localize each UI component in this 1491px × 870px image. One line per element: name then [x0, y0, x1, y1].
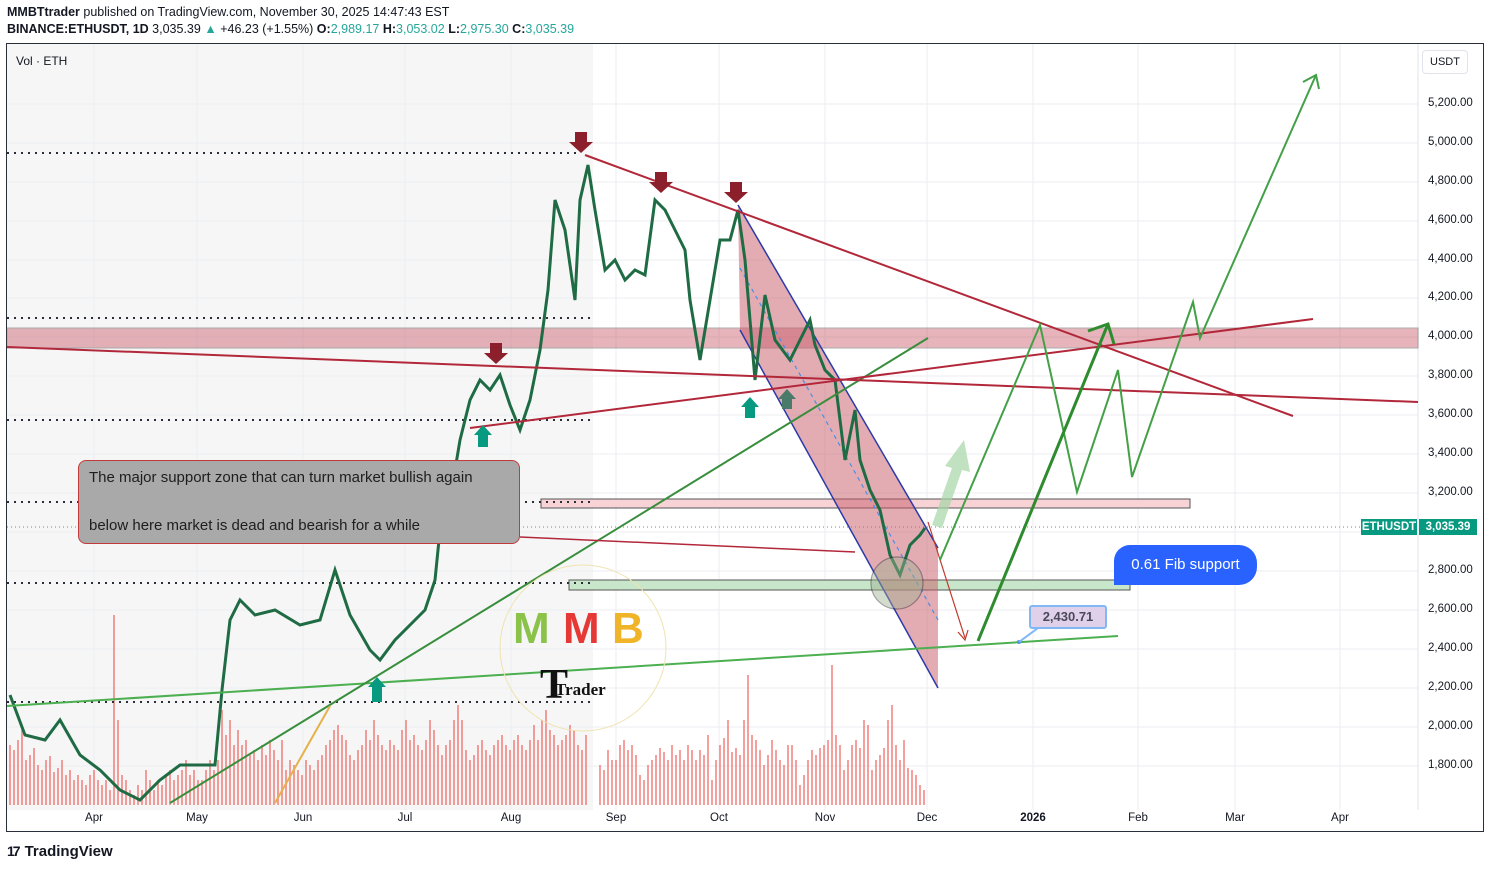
reversal-circle	[870, 556, 924, 610]
y-tick: 1,800.00	[1428, 759, 1473, 771]
tradingview-mark-icon: 17	[7, 843, 21, 859]
y-tick: 2,800.00	[1428, 564, 1473, 576]
up-arrows	[368, 397, 759, 702]
close-value: 3,035.39	[525, 22, 575, 36]
x-tick: Sep	[605, 812, 627, 824]
low-value: 2,975.30	[460, 22, 509, 36]
x-tick: Jul	[397, 812, 413, 824]
x-tick: Apr	[85, 812, 103, 824]
volume-bars	[9, 615, 925, 805]
fib-support-callout[interactable]: 0.61 Fib support	[1114, 545, 1257, 585]
publish-info: MMBTtrader published on TradingView.com,…	[7, 5, 449, 19]
svg-text:M: M	[513, 604, 550, 653]
x-tick: Mar	[1225, 812, 1245, 824]
last-price-tag: 3,035.39	[1419, 519, 1477, 535]
dotted-levels	[7, 152, 592, 703]
y-tick: 2,000.00	[1428, 720, 1473, 732]
y-tick: 5,200.00	[1428, 97, 1473, 109]
fib-support-zone	[568, 579, 1131, 591]
x-tick: May	[186, 812, 208, 824]
symbol-info: BINANCE:ETHUSDT, 1D 3,035.39 ▲ +46.23 (+…	[7, 22, 575, 36]
y-tick: 3,800.00	[1428, 369, 1473, 381]
price-path	[8, 164, 927, 802]
symbol-price-tag: ETHUSDT	[1361, 519, 1417, 535]
rising-trendline	[169, 337, 929, 804]
y-tick: 3,600.00	[1428, 408, 1473, 420]
last-price: 3,035.39	[152, 22, 201, 36]
y-tick: 3,200.00	[1428, 486, 1473, 498]
note-pointer	[519, 536, 856, 553]
x-tick-year: 2026	[1020, 812, 1046, 824]
currency-button[interactable]: USDT	[1422, 50, 1468, 74]
published-text: published on TradingView.com, November 3…	[83, 5, 450, 19]
x-tick: Dec	[916, 812, 938, 824]
note-line-2: below here market is dead and bearish fo…	[89, 517, 421, 534]
y-tick: 4,400.00	[1428, 253, 1473, 265]
y-tick: 2,600.00	[1428, 603, 1473, 615]
x-tick: Feb	[1128, 812, 1148, 824]
descending-resistance	[584, 154, 1294, 417]
y-tick: 4,000.00	[1428, 330, 1473, 342]
history-shade	[7, 44, 593, 810]
price-change: +46.23 (+1.55%)	[220, 22, 314, 36]
symbol: BINANCE:ETHUSDT, 1D	[7, 22, 149, 36]
x-tick: Apr	[1331, 812, 1349, 824]
rising-resistance	[469, 318, 1314, 429]
tradingview-logo[interactable]: 17 TradingView	[7, 843, 113, 860]
resistance-zone	[6, 327, 1419, 349]
note-line-1: The major support zone that can turn mar…	[89, 469, 473, 486]
y-tick: 4,600.00	[1428, 214, 1473, 226]
tradingview-brand: TradingView	[24, 843, 113, 860]
y-tick: 2,200.00	[1428, 681, 1473, 693]
main-bullish-arrow	[976, 323, 1110, 642]
grid	[7, 44, 1418, 810]
svg-text:T: T	[540, 662, 568, 708]
logo-ring	[499, 564, 667, 732]
logo-trader-text: Trader	[555, 680, 606, 699]
down-arrows	[484, 132, 748, 364]
up-triangle-icon: ▲	[204, 22, 217, 36]
y-tick: 2,400.00	[1428, 642, 1473, 654]
descending-channel	[738, 205, 938, 688]
svg-text:M: M	[563, 604, 600, 653]
x-tick: Nov	[814, 812, 836, 824]
y-tick: 4,800.00	[1428, 175, 1473, 187]
x-tick: Oct	[710, 812, 728, 824]
x-tick: Jun	[293, 812, 313, 824]
y-tick: 3,400.00	[1428, 447, 1473, 459]
high-value: 3,053.02	[396, 22, 445, 36]
price-label-callout[interactable]: 2,430.71	[1029, 605, 1107, 629]
flat-resistance	[6, 346, 1419, 403]
svg-text:B: B	[612, 604, 644, 653]
x-tick: Aug	[500, 812, 522, 824]
y-tick: 5,000.00	[1428, 136, 1473, 148]
projection-zigzag	[939, 74, 1317, 561]
author[interactable]: MMBTtrader	[7, 5, 80, 19]
long-support-line	[6, 635, 1119, 707]
volume-label: Vol · ETH	[16, 54, 68, 68]
support-zone-note[interactable]: The major support zone that can turn mar…	[78, 460, 520, 544]
y-tick: 4,200.00	[1428, 291, 1473, 303]
open-value: 2,989.17	[330, 22, 380, 36]
